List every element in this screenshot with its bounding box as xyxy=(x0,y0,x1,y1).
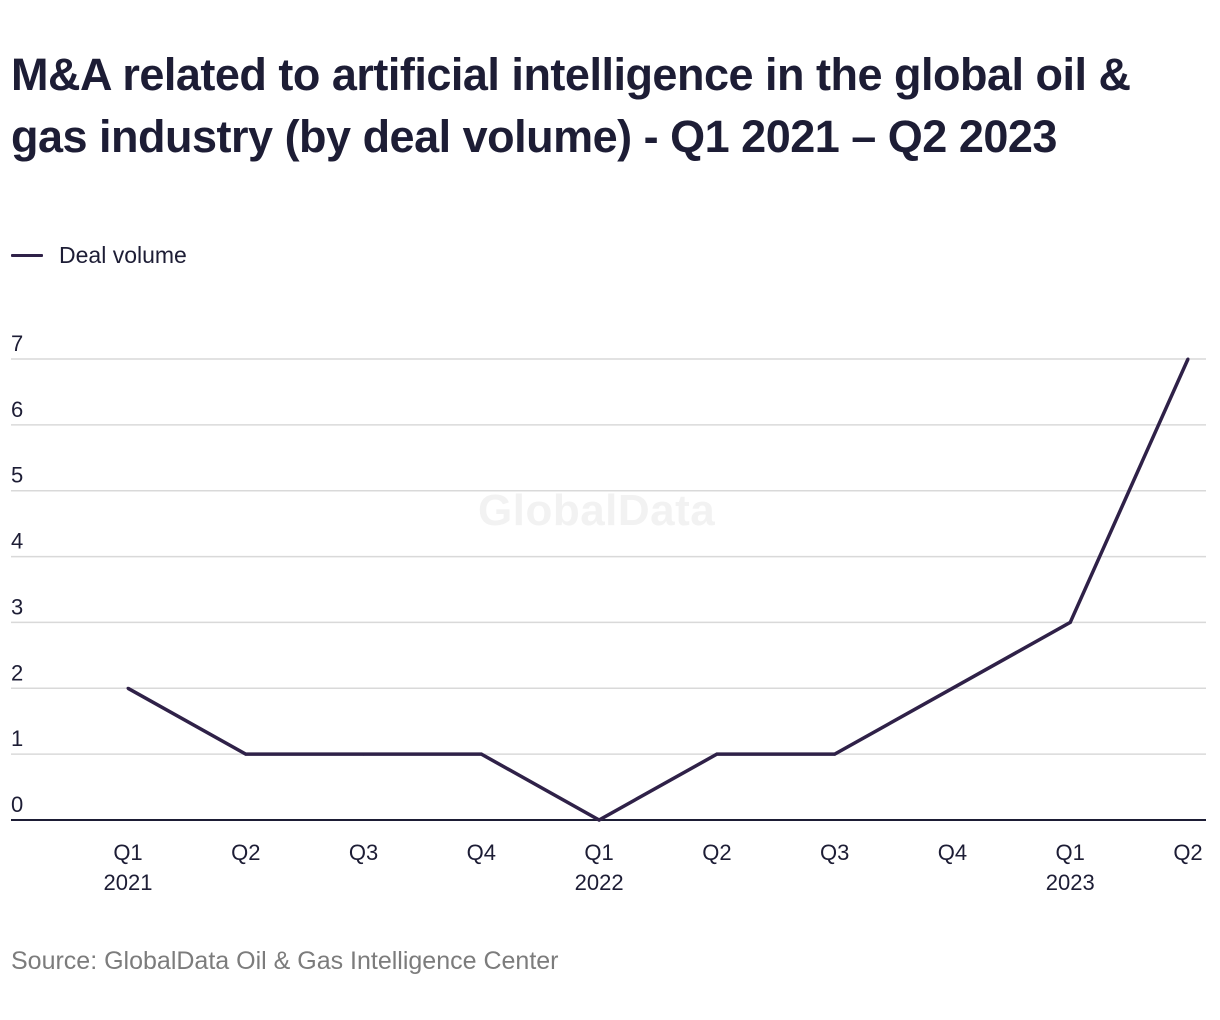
x-tick-label: Q1 xyxy=(1056,840,1085,865)
y-tick-label: 2 xyxy=(11,660,23,685)
y-tick-label: 3 xyxy=(11,594,23,619)
x-tick-label: Q2 xyxy=(1173,840,1202,865)
x-tick-year-label: 2022 xyxy=(575,870,624,895)
data-point xyxy=(126,686,130,690)
x-tick-label: Q1 xyxy=(113,840,142,865)
data-point xyxy=(597,818,601,822)
x-tick-label: Q4 xyxy=(938,840,967,865)
watermark: GlobalData xyxy=(478,486,716,535)
legend-swatch-deal-volume xyxy=(11,254,43,257)
y-tick-label: 4 xyxy=(11,529,23,554)
x-tick-label: Q2 xyxy=(231,840,260,865)
x-tick-label: Q4 xyxy=(467,840,496,865)
data-point xyxy=(1068,620,1072,624)
series-deal-volume xyxy=(126,357,1190,823)
source-note: Source: GlobalData Oil & Gas Intelligenc… xyxy=(11,947,559,975)
series-line-deal-volume xyxy=(127,358,1190,823)
data-point xyxy=(833,752,837,756)
legend: Deal volume xyxy=(11,242,187,269)
y-tick-label: 1 xyxy=(11,726,23,751)
y-axis-ticks: 0 1 2 3 4 5 6 7 xyxy=(11,331,23,817)
data-point xyxy=(479,752,483,756)
legend-label-deal-volume: Deal volume xyxy=(59,242,187,268)
x-tick-label: Q3 xyxy=(820,840,849,865)
y-tick-label: 5 xyxy=(11,463,23,488)
data-point xyxy=(1186,357,1190,361)
data-point xyxy=(950,686,954,690)
x-tick-year-label: 2023 xyxy=(1046,870,1095,895)
x-axis-ticks: Q1 2021 Q2 Q3 Q4 Q1 2022 Q2 Q3 Q4 Q1 2023 Q2 xyxy=(104,840,1203,895)
data-point xyxy=(244,752,248,756)
data-point xyxy=(715,752,719,756)
x-tick-label: Q3 xyxy=(349,840,378,865)
grid-lines xyxy=(11,358,1206,755)
y-tick-label: 7 xyxy=(11,331,23,356)
x-tick-label: Q2 xyxy=(702,840,731,865)
data-point xyxy=(362,752,366,756)
y-tick-label: 0 xyxy=(11,792,23,817)
x-tick-label: Q1 xyxy=(584,840,613,865)
y-tick-label: 6 xyxy=(11,397,23,422)
chart-title: M&A related to artificial intelligence i… xyxy=(11,49,1131,162)
x-tick-year-label: 2021 xyxy=(104,870,153,895)
